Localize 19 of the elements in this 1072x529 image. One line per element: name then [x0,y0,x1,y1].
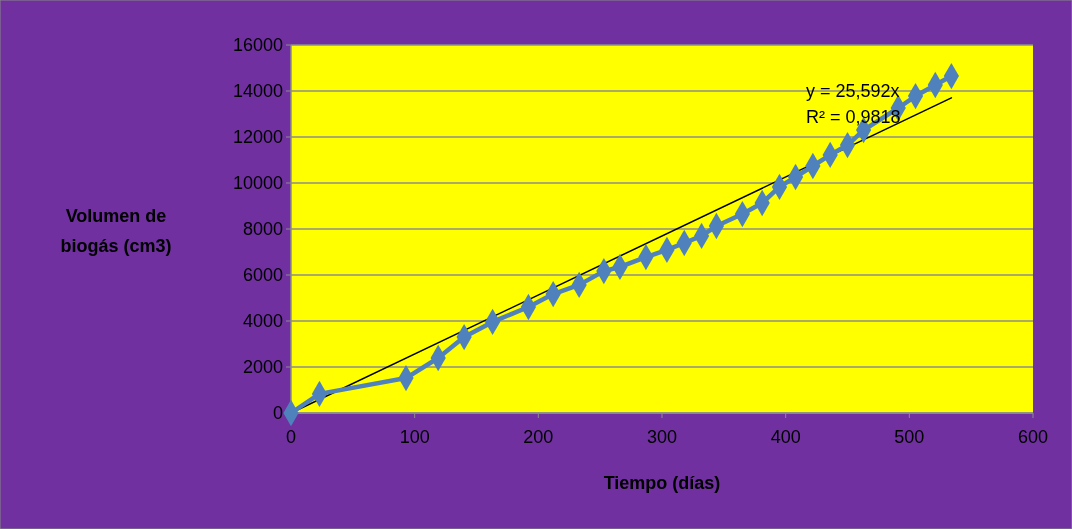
y-tick-label: 0 [272,403,283,424]
x-tick-label: 200 [523,427,554,447]
x-tick-label: 0 [285,427,297,447]
x-tick-label: 600 [1017,427,1049,447]
y-tick-label: 10000 [232,173,283,194]
y-tick-label: 14000 [232,81,283,102]
annotation: y = 25,592x [806,81,900,101]
y-tick-label: 12000 [232,127,283,148]
x-tick-label: 100 [399,427,430,447]
y-tick-label: 2000 [242,357,283,378]
y-tick-label: 16000 [232,35,283,56]
y-axis-title: Volumen de biogás (cm3) [60,206,172,256]
y-tick-label: 4000 [242,311,283,332]
x-tick-label: 300 [646,427,678,447]
y-tick-label: 8000 [242,219,283,240]
x-tick-label: 500 [894,427,925,447]
y-tick-label: 6000 [242,265,283,286]
x-tick-label: 400 [770,427,801,447]
x-axis-title: Tiempo (días) [603,473,721,493]
